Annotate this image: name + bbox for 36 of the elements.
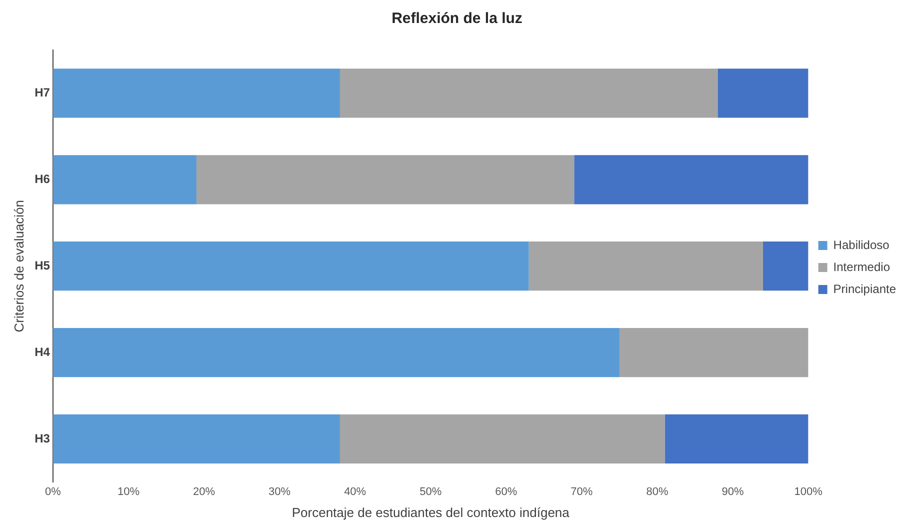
bar — [52, 155, 196, 204]
legend-label: Principiante — [833, 282, 896, 296]
y-tick-label: H7 — [34, 86, 50, 100]
x-tick-label: 20% — [192, 486, 216, 498]
x-tick-label: 90% — [722, 486, 744, 498]
y-tick-label: H5 — [34, 258, 50, 272]
x-tick-label: 0% — [44, 486, 62, 498]
bar — [52, 414, 340, 464]
x-tick-label: 80% — [646, 486, 668, 498]
y-tick-label: H4 — [34, 344, 50, 359]
bar — [52, 328, 620, 378]
y-tick-label: H6 — [34, 172, 50, 186]
x-tick-label: 70% — [570, 486, 593, 498]
y-tick-label: H3 — [34, 431, 50, 446]
x-axis-title: Porcentaje de estudiantes del contexto indígena — [292, 504, 570, 520]
legend-label: Intermedio — [833, 260, 890, 274]
bar — [340, 68, 718, 118]
bar — [340, 414, 665, 464]
y-axis-title: Criterios de evaluación — [11, 200, 26, 332]
x-tick-label: 60% — [495, 486, 518, 498]
bar — [718, 68, 808, 118]
x-tick-label: 30% — [268, 486, 291, 498]
bar — [196, 155, 574, 204]
bar — [762, 242, 808, 291]
x-tick-label: 50% — [420, 486, 442, 498]
bar — [574, 155, 808, 204]
x-tick-label: 100% — [794, 486, 823, 498]
bar — [52, 242, 529, 291]
x-tick-label: 40% — [344, 486, 366, 498]
bar — [664, 414, 808, 464]
bar — [528, 242, 763, 291]
bar — [619, 328, 808, 378]
legend-label: Habilidoso — [833, 238, 890, 252]
chart-title: Reflexión de la luz — [392, 10, 522, 28]
bar — [52, 68, 340, 118]
x-tick-label: 10% — [117, 486, 140, 498]
